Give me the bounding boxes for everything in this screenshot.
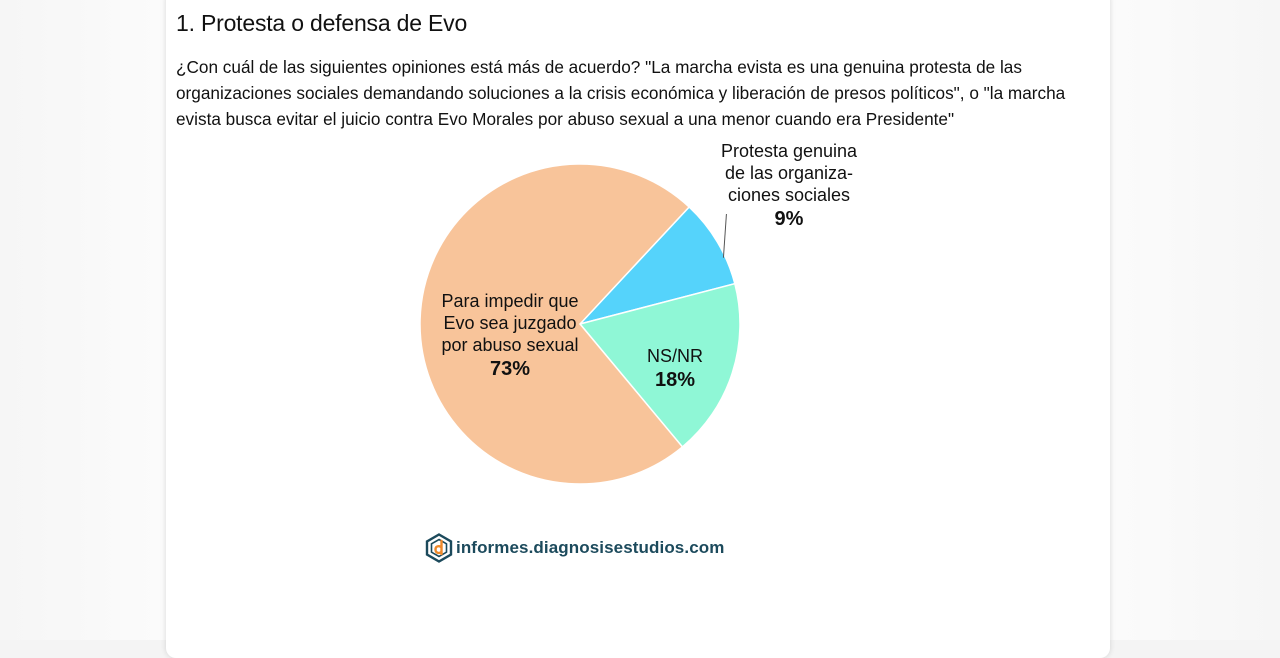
slice-label-line: Para impedir que	[441, 291, 578, 311]
slice-label-line: ciones sociales	[728, 185, 850, 205]
slice-ns-nr	[578, 282, 741, 448]
page-title: 1. Protesta o defensa de Evo	[176, 10, 468, 36]
label-ns-nr: NS/NR 18%	[647, 346, 703, 391]
survey-question: ¿Con cuál de las siguientes opiniones es…	[176, 57, 1066, 129]
slice-value-label: 73%	[490, 358, 530, 380]
report-card: 1. Protesta o defensa de Evo ¿Con cuál d…	[166, 0, 1110, 658]
diagnosis-logo-icon	[425, 533, 453, 563]
slice-impedir-juicio	[419, 163, 691, 485]
slice-value-label: 9%	[775, 208, 804, 230]
slice-label-line: de las organiza-	[725, 163, 853, 183]
pie-slices	[419, 163, 741, 485]
slice-label-line: NS/NR	[647, 346, 703, 366]
slice-label-line: Protesta genuina	[721, 141, 858, 161]
leader-line	[722, 213, 727, 258]
brand-logo: informes.diagnosisestudios.com	[424, 533, 724, 563]
slice-label-line: Evo sea juzgado	[443, 313, 576, 333]
logo-text: informes.diagnosisestudios.com	[456, 538, 725, 557]
slice-value-label: 18%	[655, 369, 695, 391]
slice-label-line: por abuso sexual	[441, 335, 578, 355]
slice-protesta-genuina	[577, 205, 736, 326]
